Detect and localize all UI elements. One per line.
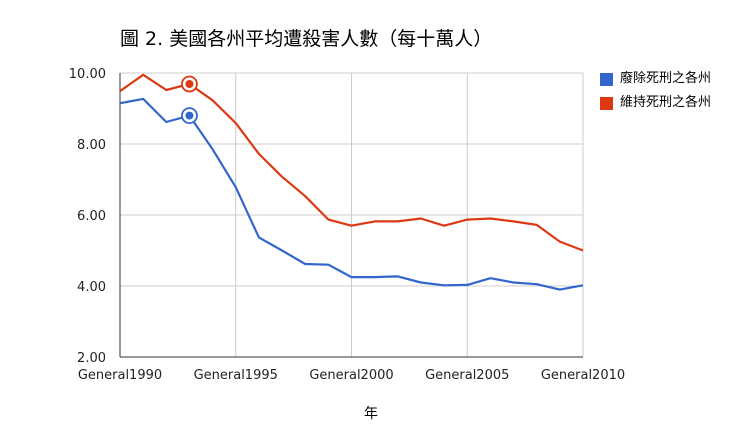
x-axis-label: 年 — [364, 406, 378, 422]
highlight-point-0 — [185, 111, 194, 120]
y-tick-label: 4.00 — [77, 280, 106, 295]
legend: 廢除死刑之各州 維持死刑之各州 — [600, 70, 730, 118]
x-tick-label: General2010 — [541, 368, 625, 383]
highlight-point-1 — [185, 80, 194, 89]
legend-item-abolition[interactable]: 廢除死刑之各州 — [600, 70, 730, 88]
legend-swatch-abolition — [600, 73, 613, 86]
highlight-markers — [181, 75, 198, 124]
series-lines — [119, 73, 584, 291]
y-tick-label: 6.00 — [77, 209, 106, 224]
series-line-1 — [119, 73, 584, 252]
y-tick-label: 2.00 — [77, 351, 106, 366]
legend-label-abolition: 廢除死刑之各州 — [620, 71, 712, 86]
axes — [119, 73, 583, 358]
y-tick-label: 10.00 — [69, 67, 106, 82]
series-line-0 — [119, 97, 584, 291]
legend-label-retention: 維持死刑之各州 — [620, 95, 712, 110]
legend-swatch-retention — [600, 97, 613, 110]
x-tick-label: General2000 — [309, 368, 393, 383]
y-tick-label: 8.00 — [77, 138, 106, 153]
x-tick-label: General1995 — [194, 368, 278, 383]
chart-title: 圖 2. 美國各州平均遭殺害人數（每十萬人） — [120, 28, 493, 50]
tick-labels: 2.00 4.00 6.00 8.00 10.00 General1990 General1… — [69, 67, 625, 383]
x-tick-label: General1990 — [78, 368, 162, 383]
legend-item-retention[interactable]: 維持死刑之各州 — [600, 94, 730, 112]
x-tick-label: General2005 — [425, 368, 509, 383]
